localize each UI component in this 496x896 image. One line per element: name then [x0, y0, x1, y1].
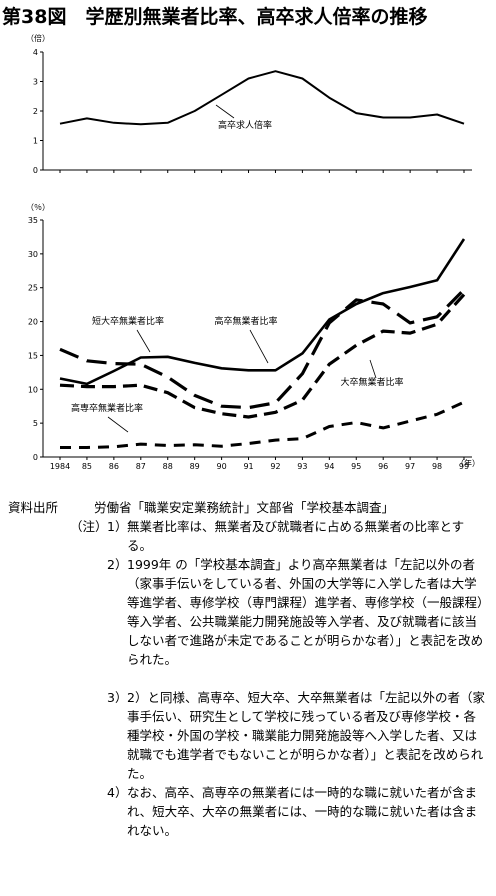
annotation-leader-line [369, 359, 377, 379]
x-tick-label: 95 [351, 462, 361, 471]
x-tick-label: 88 [163, 462, 173, 471]
y-tick-label: 4 [33, 48, 38, 57]
x-tick-label: 94 [324, 462, 334, 471]
x-tick-label: 96 [378, 462, 388, 471]
annotation-leader-line [249, 329, 269, 364]
unemployment-rate-chart: 0 5 10 15 20 25 30 35 （％） 1984 85 86 87 88 89 90 91 92 93 9… [26, 203, 480, 471]
figure-title: 第38図 学歴別無業者比率、高卒求人倍率の推移 [2, 6, 428, 28]
note-number: 1） [107, 519, 128, 534]
note-number: 3） [107, 690, 128, 705]
source-label: 資料出所 [8, 500, 59, 515]
y-tick-label: 1 [33, 137, 38, 146]
x-tick-label: 87 [136, 462, 146, 471]
x-tick-label: 93 [297, 462, 307, 471]
y-tick-label: 30 [28, 250, 38, 259]
series-annotation: 大卒無業者比率 [340, 376, 403, 388]
job-ratio-chart: 0 1 2 3 4 （倍） 高卒求人倍率 [26, 33, 472, 175]
y-unit-label: （％） [26, 203, 50, 212]
x-tick-label: 92 [270, 462, 280, 471]
series-line-2 [59, 288, 466, 410]
y-tick-label: 0 [33, 453, 38, 462]
x-tick-label: 99 [459, 462, 469, 471]
y-tick-label: 10 [28, 385, 38, 394]
x-tick-label: 1984 [50, 462, 70, 471]
y-tick-label: 5 [33, 419, 38, 428]
annotation-leader-line [136, 329, 151, 353]
y-unit-label: （倍） [26, 33, 50, 43]
x-tick-label: 98 [432, 462, 442, 471]
note-number: 2） [107, 557, 128, 572]
source-text: 労働省「職業安定業務統計」文部省「学校基本調査」 [94, 500, 395, 515]
x-tick-label: 97 [405, 462, 415, 471]
annotation-leader-line [107, 416, 129, 433]
y-tick-label: 2 [33, 107, 38, 116]
series-line-1 [59, 70, 465, 126]
y-tick-label: 15 [28, 351, 38, 360]
y-tick-label: 25 [28, 284, 38, 293]
x-unit-label: （年） [456, 458, 480, 468]
note-item-4: 4） なお、高卒、高専卒の無業者には一時的な職に就いた者が含まれ、短大卒、大卒の… [107, 783, 487, 840]
series-annotation: 短大卒無業者比率 [92, 315, 164, 327]
x-tick-label: 86 [109, 462, 119, 471]
y-tick-label: 35 [28, 216, 38, 225]
x-tick-label: 91 [243, 462, 253, 471]
x-tick-label: 89 [190, 462, 200, 471]
note-text: 2）と同様、高専卒、短大卒、大卒無業者は「左記以外の者（家事手伝い、研究生として… [127, 690, 485, 781]
note-text: 無業者比率は、無業者及び就職者に占める無業者の比率とする。 [127, 519, 465, 553]
note-item-3: 3） 2）と同様、高専卒、短大卒、大卒無業者は「左記以外の者（家事手伝い、研究生… [107, 688, 487, 783]
annotation-leader-line [215, 104, 235, 119]
x-tick-label: 90 [217, 462, 227, 471]
note-item-1: 1） 無業者比率は、無業者及び就職者に占める無業者の比率とする。 [107, 517, 487, 555]
series-annotation: 高専卒無業者比率 [71, 402, 143, 414]
x-tick-label: 85 [82, 462, 92, 471]
note-text: 1999年 の「学校基本調査」より高卒無業者は「左記以外の者（家事手伝いをしてい… [127, 557, 484, 667]
note-item-2: 2） 1999年 の「学校基本調査」より高卒無業者は「左記以外の者（家事手伝いを… [107, 555, 487, 669]
y-tick-label: 20 [28, 318, 38, 327]
note-number: 4） [107, 785, 128, 800]
note-heading: （注） [70, 519, 108, 534]
y-tick-label: 0 [33, 166, 38, 175]
series-annotation: 高卒求人倍率 [218, 119, 272, 131]
series-annotation: 高卒無業者比率 [214, 315, 277, 327]
note-text: なお、高卒、高専卒の無業者には一時的な職に就いた者が含まれ、短大卒、大卒の無業者… [127, 785, 478, 838]
chart-area: 0 1 2 3 4 （倍） 高卒求人倍率 0 5 10 15 20 25 30 35 （％） 1984 85 86 8… [26, 33, 480, 471]
y-tick-label: 3 [33, 78, 38, 87]
series-line-4 [60, 400, 465, 449]
series-line-3 [59, 293, 466, 419]
